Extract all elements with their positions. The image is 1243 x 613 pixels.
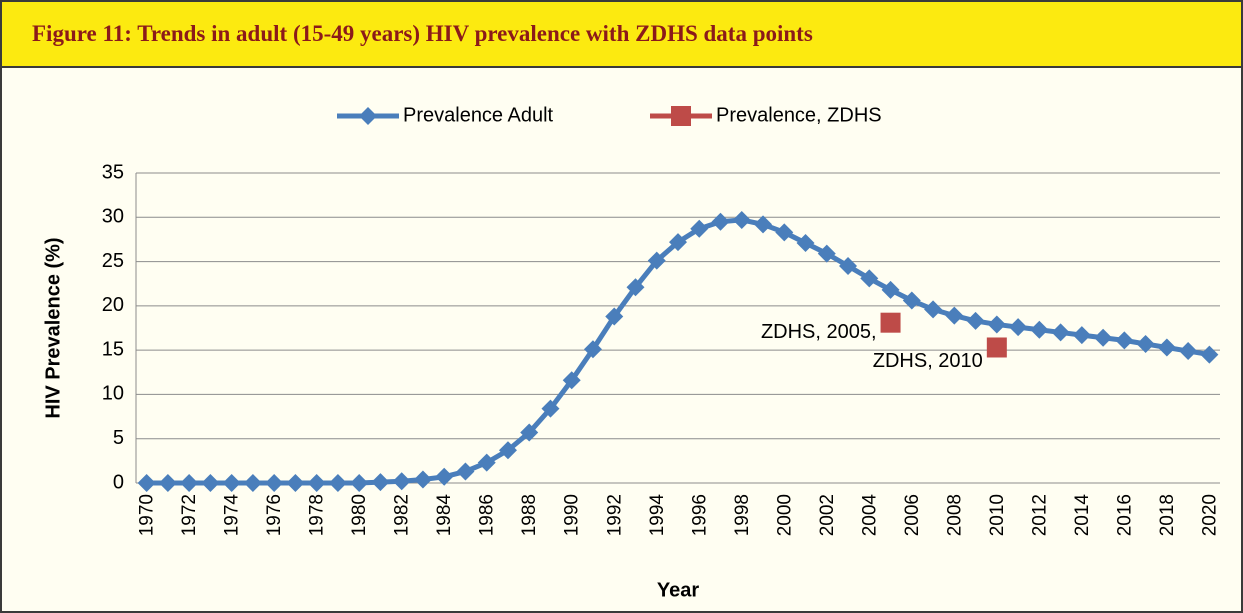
- data-point: [562, 371, 581, 390]
- data-point: [350, 474, 369, 492]
- annotation: ZDHS, 2010: [873, 350, 983, 372]
- x-tick-label: 2006: [902, 494, 923, 536]
- data-point: [902, 291, 921, 310]
- annotation: ZDHS, 2005,: [761, 321, 877, 343]
- data-point: [754, 215, 773, 234]
- data-point: [690, 219, 709, 238]
- legend-marker: [359, 107, 377, 125]
- data-point: [286, 474, 305, 492]
- y-axis-title: HIV Prevalence (%): [42, 237, 64, 418]
- data-point: [839, 257, 858, 275]
- data-point: [307, 474, 326, 492]
- y-tick-label: 25: [102, 250, 124, 272]
- data-point: [775, 223, 794, 242]
- data-point: [669, 233, 687, 252]
- data-point: [880, 312, 901, 333]
- data-point: [328, 474, 347, 492]
- x-tick-label: 1982: [392, 494, 413, 536]
- data-point: [201, 474, 220, 492]
- x-tick-label: 2004: [859, 494, 880, 537]
- data-point: [1136, 334, 1155, 353]
- data-point: [605, 307, 624, 326]
- y-tick-label: 30: [102, 206, 124, 228]
- x-tick-label: 1970: [137, 494, 158, 536]
- x-tick-label: 1974: [222, 494, 243, 537]
- data-point: [924, 300, 943, 319]
- data-point: [1051, 323, 1070, 342]
- x-tick-label: 1990: [562, 494, 583, 536]
- data-point: [1157, 338, 1176, 357]
- data-point: [265, 474, 284, 492]
- x-tick-label: 2010: [987, 494, 1008, 536]
- data-point: [817, 244, 836, 263]
- data-point: [392, 472, 411, 491]
- y-tick-label: 35: [102, 161, 124, 183]
- data-point: [243, 474, 262, 492]
- data-point: [477, 453, 496, 472]
- x-tick-label: 1998: [732, 494, 753, 536]
- x-tick-label: 1994: [647, 494, 668, 537]
- data-point: [987, 315, 1006, 334]
- data-point: [966, 311, 985, 330]
- data-point: [583, 340, 602, 359]
- data-point: [456, 462, 475, 481]
- y-tick-label: 20: [102, 294, 124, 316]
- data-point: [137, 474, 156, 492]
- data-point: [1072, 326, 1091, 345]
- data-point: [860, 269, 879, 288]
- data-point: [1115, 331, 1134, 350]
- data-point: [626, 278, 645, 297]
- data-point: [1179, 342, 1198, 361]
- data-point: [796, 233, 815, 252]
- y-tick-label: 0: [113, 471, 124, 493]
- x-tick-label: 1996: [689, 494, 710, 536]
- data-point: [498, 441, 517, 460]
- data-point: [986, 337, 1007, 358]
- figure-title: Figure 11: Trends in adult (15-49 years)…: [32, 21, 813, 46]
- data-point: [413, 470, 432, 489]
- data-point: [1009, 318, 1028, 337]
- x-tick-label: 2000: [774, 494, 795, 536]
- data-point: [1200, 345, 1219, 364]
- x-tick-label: 2002: [817, 494, 838, 536]
- data-point: [541, 399, 560, 418]
- data-point: [711, 212, 730, 231]
- x-tick-label: 1976: [264, 494, 285, 536]
- legend-label: Prevalence, ZDHS: [716, 104, 882, 126]
- x-tick-label: 1984: [434, 494, 455, 537]
- x-tick-label: 2014: [1072, 494, 1093, 537]
- y-tick-label: 10: [102, 383, 124, 405]
- x-axis-title: Year: [657, 579, 699, 601]
- legend-marker: [671, 106, 691, 126]
- y-tick-label: 15: [102, 338, 124, 360]
- data-point: [1094, 328, 1113, 347]
- figure-header: Figure 11: Trends in adult (15-49 years)…: [2, 2, 1241, 68]
- x-tick-label: 1986: [477, 494, 498, 536]
- data-point: [435, 467, 454, 486]
- x-tick-label: 2012: [1029, 494, 1050, 536]
- x-tick-label: 2008: [944, 494, 965, 536]
- data-point: [945, 306, 964, 325]
- data-point: [158, 474, 177, 492]
- data-point: [180, 474, 199, 492]
- x-tick-label: 2018: [1157, 494, 1178, 536]
- data-point: [881, 280, 900, 299]
- x-tick-label: 2020: [1199, 494, 1220, 536]
- y-tick-label: 5: [113, 427, 124, 449]
- x-tick-label: 2016: [1114, 494, 1135, 536]
- data-point: [222, 474, 241, 492]
- data-point: [732, 210, 751, 229]
- x-tick-label: 1988: [519, 494, 540, 536]
- x-tick-label: 1980: [349, 494, 370, 536]
- data-point: [520, 423, 539, 442]
- data-point: [371, 473, 390, 492]
- x-tick-label: 1992: [604, 494, 625, 536]
- x-tick-label: 1972: [179, 494, 200, 536]
- data-point: [1030, 320, 1049, 339]
- series-line: [146, 217, 1210, 486]
- x-tick-label: 1978: [307, 494, 328, 536]
- legend-label: Prevalence Adult: [403, 104, 554, 126]
